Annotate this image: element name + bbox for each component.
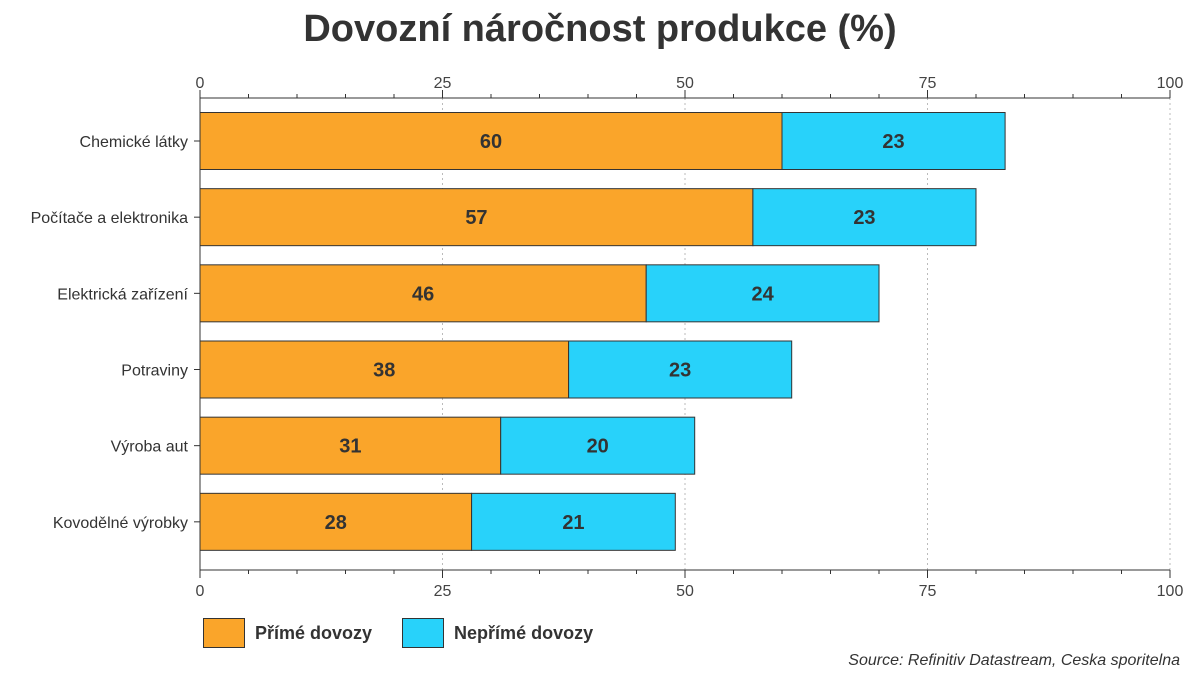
bar-indirect-imports [500,416,696,475]
bar-direct-imports [199,416,502,475]
bar-value-label: 31 [339,436,361,458]
bar-indirect-imports [645,264,880,323]
source-note: Source: Refinitiv Datastream, Ceska spor… [848,652,1180,669]
category-label: Potraviny [121,363,188,380]
bar-direct-imports [199,264,647,323]
legend-item-direct: Přímé dovozy [203,618,372,648]
bar-value-label: 28 [325,512,347,534]
bar-indirect-imports [752,188,977,247]
category-label: Elektrická zařízení [57,286,188,303]
bar-value-label: 20 [587,436,609,458]
chart-title: Dovozní náročnost produkce (%) [303,8,897,50]
bar-indirect-imports [781,112,1006,170]
top-tick-label: 100 [1157,75,1184,92]
top-tick-label: 50 [676,75,694,92]
bottom-tick-label: 50 [676,583,694,600]
bar-direct-imports [199,188,754,247]
category-label: Počítače a elektronika [31,210,189,227]
category-label: Výroba aut [111,439,189,456]
top-tick-label: 0 [196,75,205,92]
bar-direct-imports [199,340,570,399]
bar-direct-imports [199,492,473,551]
bar-value-label: 21 [562,512,584,534]
bar-indirect-imports [471,492,676,551]
bar-value-label: 46 [412,283,434,305]
top-tick-label: 75 [919,75,937,92]
bar-value-label: 57 [465,207,487,229]
bar-value-label: 24 [751,283,774,305]
bar-value-label: 23 [669,360,691,382]
bar-indirect-imports [568,340,793,399]
legend-label-indirect: Nepřímé dovozy [454,622,594,643]
bottom-tick-label: 100 [1157,583,1184,600]
category-label: Chemické látky [80,134,188,151]
bar-value-label: 38 [373,360,395,382]
bar-value-label: 23 [882,131,904,153]
legend-item-indirect: Nepřímé dovozy [402,618,593,648]
legend: Přímé dovozy Nepřímé dovozy [203,618,593,648]
bottom-tick-label: 0 [196,583,205,600]
bar-value-label: 60 [480,131,502,153]
category-label: Kovodělné výrobky [53,515,188,532]
top-tick-label: 25 [434,75,452,92]
bar-value-label: 23 [853,207,875,229]
bottom-tick-label: 75 [919,583,937,600]
bar-direct-imports [199,112,783,170]
legend-label-direct: Přímé dovozy [255,622,373,643]
legend-swatch-direct [203,618,245,648]
bottom-tick-label: 25 [434,583,452,600]
legend-swatch-indirect [402,618,445,648]
